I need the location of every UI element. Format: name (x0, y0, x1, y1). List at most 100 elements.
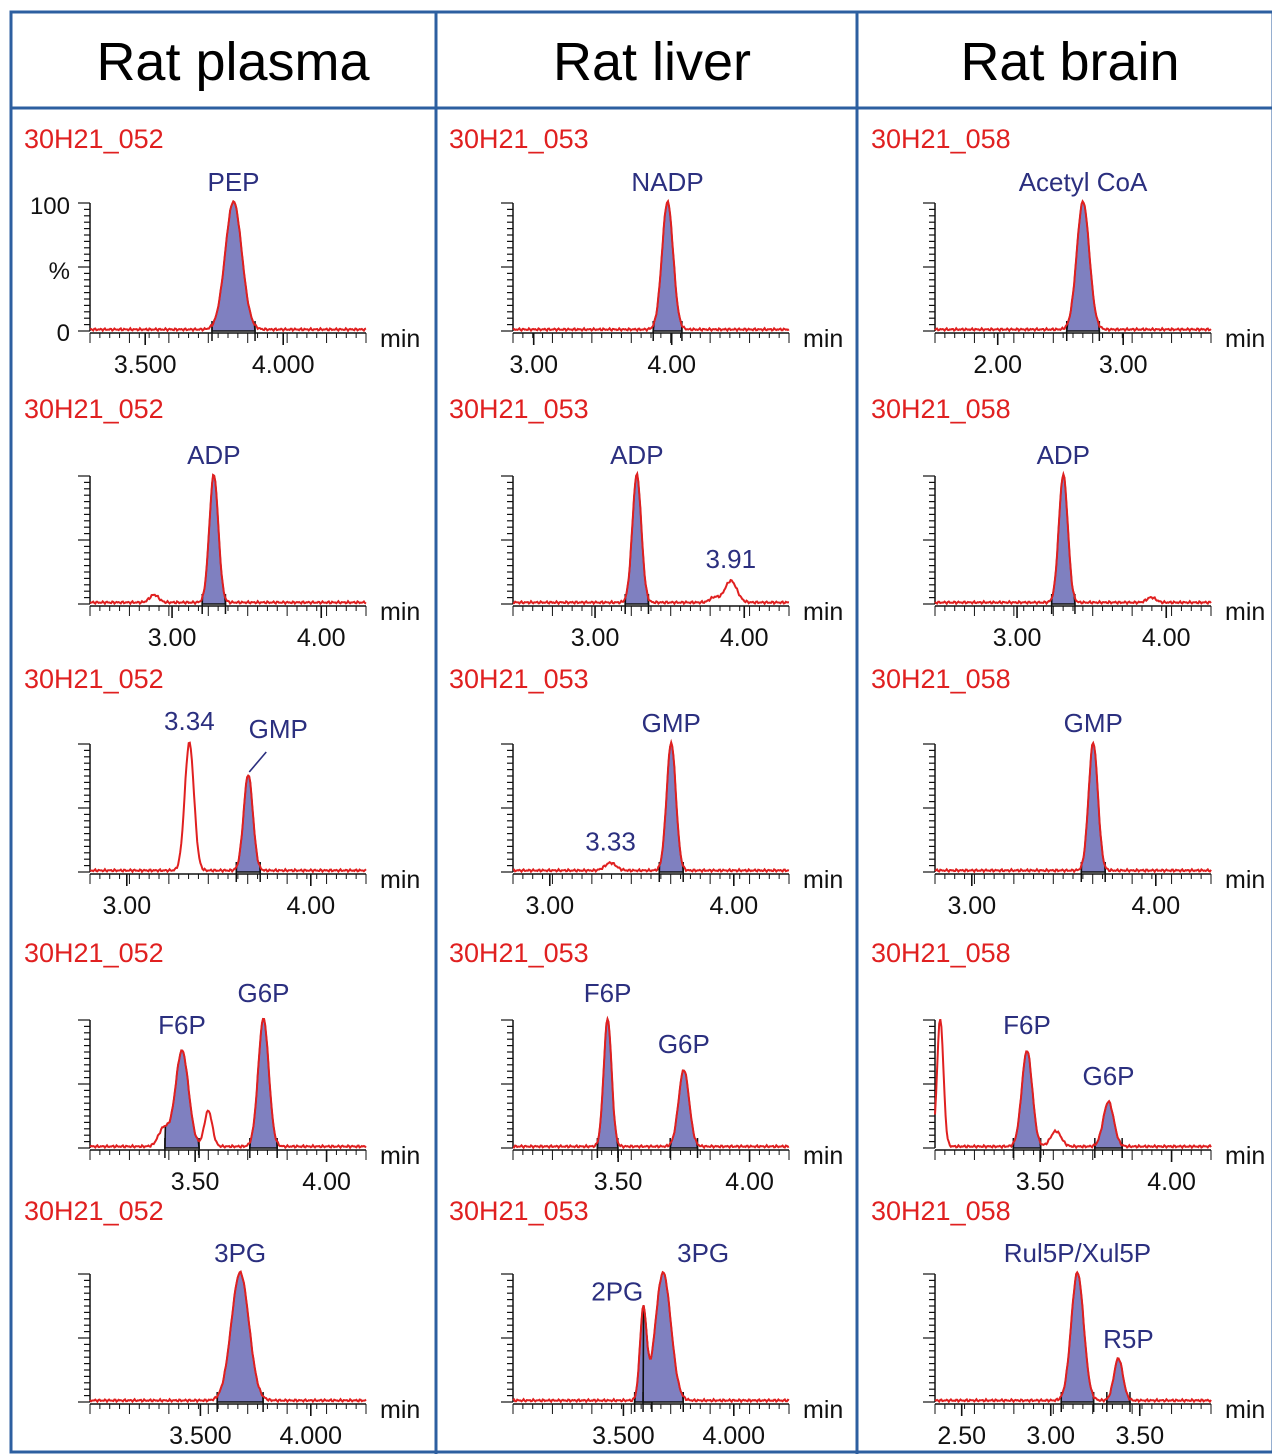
column-title-plasma: Rat plasma (96, 32, 370, 92)
peak-label: ADP (1037, 440, 1090, 470)
trace-line (89, 473, 367, 606)
x-tick-label: 3.50 (171, 1168, 220, 1196)
peak-label: G6P (1082, 1061, 1134, 1091)
trace-line (512, 470, 790, 606)
trace-line (934, 1270, 1212, 1404)
panel-liver-ADP: 30H21_053 3.00 4.00 min ADP 3.91 (449, 394, 843, 652)
x-tick-label: 4.00 (709, 892, 758, 920)
x-tick-label: 4.00 (286, 892, 335, 920)
sample-id: 30H21_053 (449, 124, 589, 154)
panel-brain-F6P-G6P: 30H21_058 3.50 4.00 min F6P G6P (871, 938, 1265, 1196)
peak-label: 3PG (677, 1238, 729, 1268)
x-unit-label: min (803, 1396, 843, 1424)
x-tick-label: 3.00 (525, 892, 574, 920)
trace-line (513, 738, 790, 874)
rt-annotation: 3.34 (164, 706, 215, 736)
x-tick-label: 3.500 (592, 1422, 655, 1450)
x-unit-label: min (1225, 325, 1265, 353)
x-tick-label: 4.000 (280, 1422, 343, 1450)
panel-brain-Rul5P-R5P: 30H21_058 2.50 3.00 3.50 min Rul5P/Xul5P R5P (871, 1196, 1265, 1450)
peak-label: F6P (1003, 1010, 1051, 1040)
x-unit-label: min (380, 598, 420, 626)
x-tick-label: 3.00 (1099, 351, 1148, 379)
x-unit-label: min (803, 866, 843, 894)
column-title-liver: Rat liver (553, 32, 751, 92)
sample-id: 30H21_052 (24, 1196, 164, 1226)
panel-liver-F6P-G6P: 30H21_053 3.50 4.00 min F6P G6P (449, 938, 843, 1196)
peak-label: F6P (158, 1010, 206, 1040)
x-unit-label: min (380, 866, 420, 894)
panel-plasma-F6P-G6P: 30H21_052 3.50 4.00 min F6P G6P (24, 938, 420, 1196)
x-tick-label: 3.50 (1115, 1422, 1164, 1450)
x-unit-label: min (1225, 866, 1265, 894)
panel-brain-ADP: 30H21_058 3.00 4.00 min ADP (871, 394, 1265, 652)
integrated-peak (211, 200, 256, 332)
sample-id: 30H21_052 (24, 394, 164, 424)
sample-id: 30H21_058 (871, 664, 1011, 694)
panel-plasma-GMP: 30H21_052 3.00 4.00 min GMP 3.34 (24, 664, 420, 920)
x-unit-label: min (380, 325, 420, 353)
sample-id: 30H21_052 (24, 124, 164, 154)
x-tick-label: 4.000 (703, 1422, 766, 1450)
x-unit-label: min (803, 1142, 843, 1170)
trace-line (89, 199, 367, 333)
integrated-peak (642, 1271, 685, 1403)
x-tick-label: 3.00 (509, 351, 558, 379)
x-unit-label: min (380, 1396, 420, 1424)
peak-label: GMP (1064, 708, 1123, 738)
sample-id: 30H21_052 (24, 664, 164, 694)
x-tick-label: 3.50 (594, 1168, 643, 1196)
rt-annotation: 3.91 (706, 544, 757, 574)
x-tick-label: 4.00 (297, 624, 346, 652)
trace-line (512, 1270, 790, 1404)
x-tick-label: 3.500 (114, 351, 177, 379)
y-axis-title: % (49, 258, 70, 285)
peak-label: NADP (631, 167, 703, 197)
trace-line (934, 1018, 1212, 1150)
peak-label: PEP (208, 167, 260, 197)
peak-label: ADP (187, 440, 240, 470)
integrated-peak (1093, 1099, 1124, 1149)
sample-id: 30H21_058 (871, 394, 1011, 424)
trace-line (512, 1015, 790, 1150)
panel-plasma-ADP: 30H21_052 3.00 4.00 min ADP (24, 394, 420, 652)
trace-line (89, 1270, 367, 1404)
peak-label: 2PG (591, 1276, 643, 1306)
peak-label: GMP (249, 714, 308, 744)
peak-label: G6P (658, 1029, 710, 1059)
panel-brain-GMP: 30H21_058 3.00 4.00 min GMP (871, 664, 1265, 920)
panel-brain-AcetylCoA: 30H21_058 2.00 3.00 min Acetyl CoA (871, 124, 1265, 379)
sample-id: 30H21_052 (24, 938, 164, 968)
rt-annotation: 3.33 (585, 826, 636, 856)
x-tick-label: 2.00 (973, 351, 1022, 379)
x-tick-label: 3.50 (1016, 1168, 1065, 1196)
x-tick-label: 4.00 (1131, 892, 1180, 920)
trace-line (89, 1017, 367, 1150)
label-leader (248, 751, 267, 773)
sample-id: 30H21_058 (871, 938, 1011, 968)
trace-line (512, 198, 790, 333)
peak-label: Acetyl CoA (1019, 167, 1148, 197)
x-unit-label: min (803, 325, 843, 353)
trace-line (934, 470, 1212, 606)
sample-id: 30H21_053 (449, 664, 589, 694)
integrated-peak (216, 1270, 264, 1403)
x-unit-label: min (1225, 1142, 1265, 1170)
x-unit-label: min (1225, 598, 1265, 626)
y-axis-top-label: 100 (30, 193, 70, 220)
sample-id: 30H21_053 (449, 938, 589, 968)
peak-label: R5P (1103, 1324, 1154, 1354)
panel-liver-2PG-3PG: 30H21_053 3.500 4.000 min 2PG 3PG (449, 1196, 843, 1450)
x-tick-label: 4.00 (1147, 1168, 1196, 1196)
sample-id: 30H21_058 (871, 1196, 1011, 1226)
x-tick-label: 3.00 (993, 624, 1042, 652)
sample-id: 30H21_058 (871, 124, 1011, 154)
x-tick-label: 3.00 (102, 892, 151, 920)
peak-label: Rul5P/Xul5P (1004, 1238, 1151, 1268)
x-unit-label: min (1225, 1396, 1265, 1424)
y-axis-bottom-label: 0 (57, 320, 70, 347)
x-tick-label: 3.500 (169, 1422, 232, 1450)
peak-label: GMP (642, 708, 701, 738)
